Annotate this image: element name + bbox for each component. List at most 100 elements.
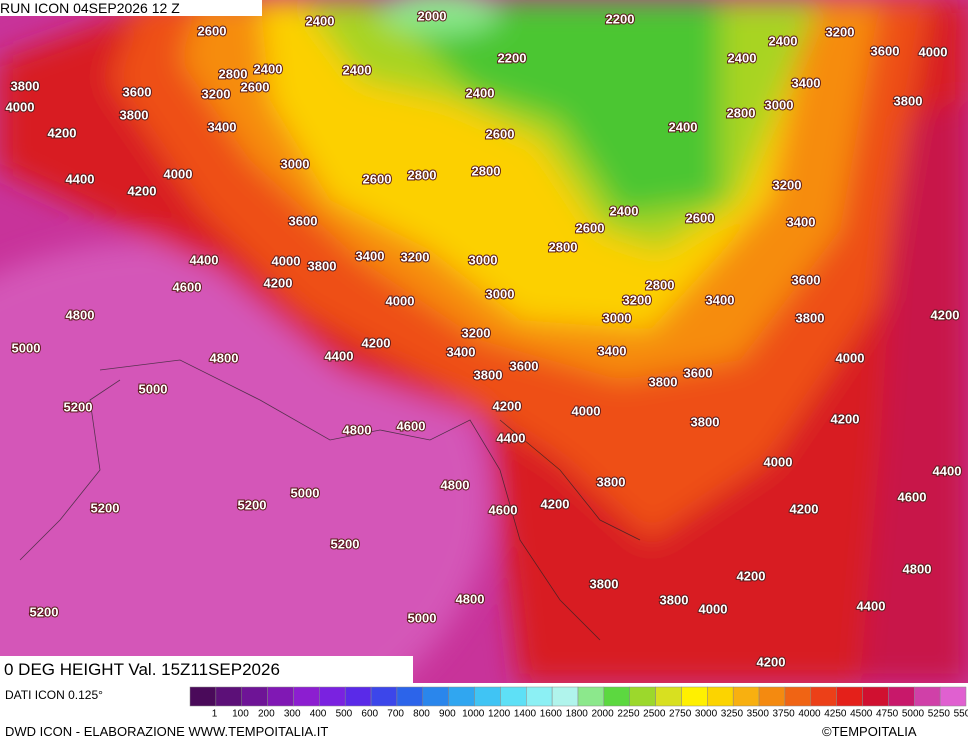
contour-label: 4200 bbox=[931, 307, 960, 322]
contour-label: 4000 bbox=[272, 253, 301, 268]
contour-label: 3200 bbox=[462, 325, 491, 340]
contour-label: 2400 bbox=[343, 62, 372, 77]
contour-label: 3600 bbox=[871, 43, 900, 58]
contour-label: 3800 bbox=[894, 93, 923, 108]
contour-label: 3600 bbox=[792, 272, 821, 287]
legend-swatch bbox=[370, 686, 398, 707]
contour-label: 5200 bbox=[91, 500, 120, 515]
contour-label: 2200 bbox=[498, 50, 527, 65]
field-label: 0 DEG HEIGHT Val. 15Z11SEP2026 bbox=[0, 656, 413, 683]
contour-label: 3800 bbox=[308, 258, 337, 273]
legend-swatch bbox=[474, 686, 501, 707]
contour-label: 4600 bbox=[397, 418, 426, 433]
contour-label: 4200 bbox=[737, 568, 766, 583]
contour-label: 3800 bbox=[11, 78, 40, 93]
contour-label: 2400 bbox=[466, 85, 495, 100]
legend-label: 1 bbox=[212, 709, 218, 719]
legend-swatch bbox=[939, 686, 967, 707]
contour-label: 4600 bbox=[173, 279, 202, 294]
legend-swatch bbox=[914, 686, 941, 707]
legend-swatch bbox=[681, 686, 708, 707]
contour-label: 5000 bbox=[12, 340, 41, 355]
contour-label: 4200 bbox=[128, 183, 157, 198]
contour-label: 4600 bbox=[898, 489, 927, 504]
contour-label: 3400 bbox=[208, 119, 237, 134]
contour-label: 2400 bbox=[254, 61, 283, 76]
legend-label: 1200 bbox=[488, 709, 511, 719]
copyright: ©TEMPOITALIA bbox=[822, 724, 917, 739]
contour-label: 3800 bbox=[590, 576, 619, 591]
contour-label: 3800 bbox=[796, 310, 825, 325]
legend-swatch bbox=[396, 686, 424, 707]
legend-label: 300 bbox=[284, 709, 301, 719]
legend-swatch bbox=[448, 686, 475, 707]
contour-label: 3400 bbox=[787, 214, 816, 229]
contour-label: 4400 bbox=[497, 430, 526, 445]
contour-label: 2600 bbox=[686, 210, 715, 225]
contour-label: 5000 bbox=[139, 381, 168, 396]
legend-swatch bbox=[603, 686, 630, 707]
contour-label: 3000 bbox=[281, 156, 310, 171]
contour-label: 4800 bbox=[343, 422, 372, 437]
contour-label: 2400 bbox=[610, 203, 639, 218]
legend-label: 800 bbox=[413, 709, 430, 719]
legend-swatch bbox=[319, 686, 346, 707]
contour-label: 3800 bbox=[649, 374, 678, 389]
legend-swatch bbox=[758, 686, 786, 707]
contour-label: 2400 bbox=[669, 119, 698, 134]
contour-label: 4200 bbox=[493, 398, 522, 413]
legend-label: 500 bbox=[336, 709, 353, 719]
height-field bbox=[0, 0, 968, 683]
contour-label: 4000 bbox=[836, 350, 865, 365]
contour-label: 3800 bbox=[660, 592, 689, 607]
contour-label: 4200 bbox=[541, 496, 570, 511]
legend-label: 1800 bbox=[566, 709, 589, 719]
legend-swatch bbox=[344, 686, 372, 707]
contour-label: 4000 bbox=[764, 454, 793, 469]
contour-label: 3600 bbox=[289, 213, 318, 228]
contour-label: 4800 bbox=[66, 307, 95, 322]
contour-label: 3400 bbox=[792, 75, 821, 90]
legend-swatch bbox=[215, 686, 242, 707]
legend-label: 4500 bbox=[850, 709, 873, 719]
contour-label: 4000 bbox=[6, 99, 35, 114]
contour-label: 5200 bbox=[331, 536, 360, 551]
legend-label: 400 bbox=[310, 709, 327, 719]
source-label: DATI ICON 0.125° bbox=[5, 688, 103, 702]
contour-label: 4200 bbox=[264, 275, 293, 290]
legend-swatch bbox=[526, 686, 553, 707]
contour-label: 3600 bbox=[684, 365, 713, 380]
contour-label: 4400 bbox=[933, 463, 962, 478]
legend-label: 2500 bbox=[643, 709, 666, 719]
contour-label: 2600 bbox=[198, 23, 227, 38]
legend-swatch bbox=[836, 686, 863, 707]
contour-label: 2800 bbox=[219, 66, 248, 81]
contour-label: 2600 bbox=[486, 126, 515, 141]
legend-swatch bbox=[422, 686, 449, 707]
contour-label: 3000 bbox=[603, 310, 632, 325]
contour-label: 3200 bbox=[773, 177, 802, 192]
legend-swatch bbox=[732, 686, 760, 707]
legend-label: 4750 bbox=[876, 709, 899, 719]
legend-swatch bbox=[267, 686, 294, 707]
contour-label: 3200 bbox=[826, 24, 855, 39]
contour-label: 3800 bbox=[691, 414, 720, 429]
legend-label: 3750 bbox=[773, 709, 796, 719]
contour-label: 4200 bbox=[48, 125, 77, 140]
contour-label: 4200 bbox=[362, 335, 391, 350]
legend-swatch bbox=[293, 686, 320, 707]
contour-label: 3400 bbox=[447, 344, 476, 359]
contour-label: 2400 bbox=[769, 33, 798, 48]
contour-label: 3400 bbox=[598, 343, 627, 358]
contour-label: 4400 bbox=[325, 348, 354, 363]
legend-swatch bbox=[551, 686, 579, 707]
contour-label: 4000 bbox=[919, 44, 948, 59]
contour-label: 4800 bbox=[903, 561, 932, 576]
contour-label: 4000 bbox=[164, 166, 193, 181]
contour-label: 5200 bbox=[238, 497, 267, 512]
contour-label: 4200 bbox=[831, 411, 860, 426]
legend-label: 100 bbox=[232, 709, 249, 719]
legend-swatch bbox=[888, 686, 915, 707]
legend-swatch bbox=[862, 686, 889, 707]
